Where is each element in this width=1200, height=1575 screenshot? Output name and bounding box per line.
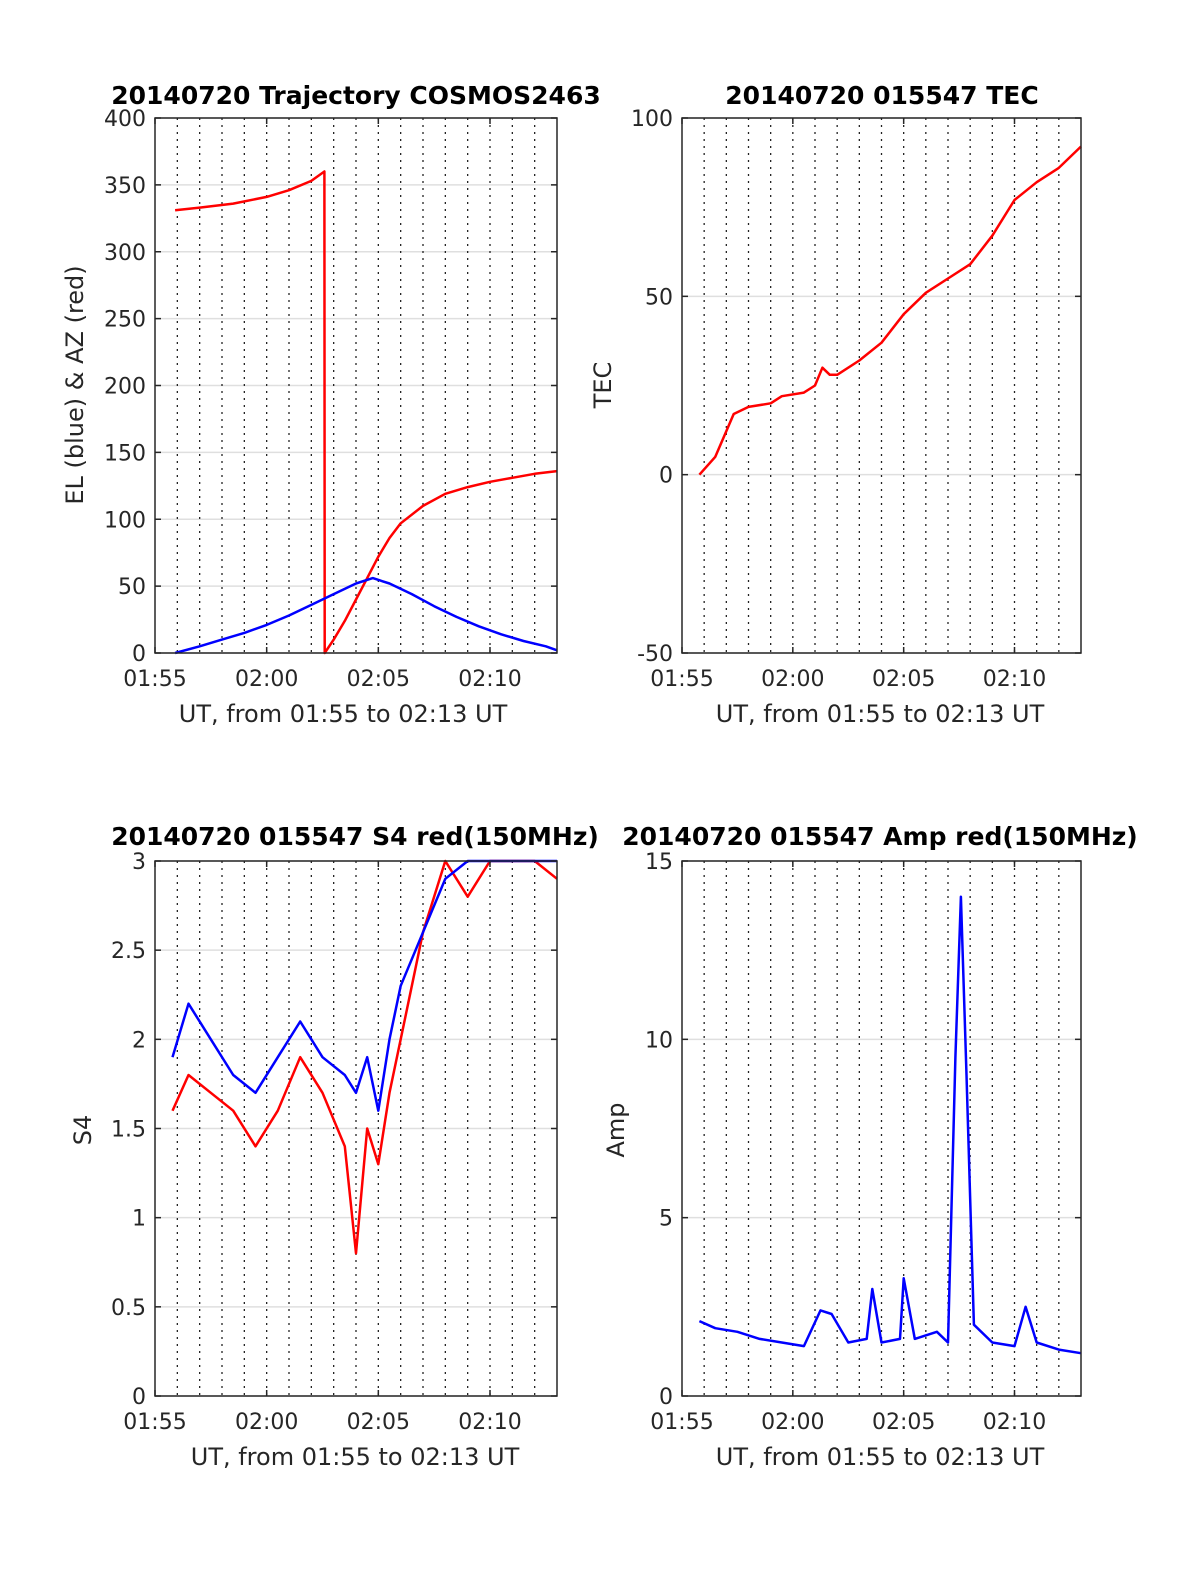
- s4-ytick-label: 3: [132, 850, 146, 875]
- tec-title: 20140720 015547 TEC: [725, 81, 1038, 110]
- amp-xlabel: UT, from 01:55 to 02:13 UT: [716, 1443, 1045, 1471]
- tec-ylabel: TEC: [589, 362, 617, 410]
- tec-ytick-label: -50: [637, 642, 673, 667]
- tec-ytick-label: 50: [645, 285, 673, 310]
- trajectory-ytick-label: 150: [104, 441, 146, 466]
- amp-ytick-label: 0: [659, 1385, 673, 1410]
- s4-ytick-label: 2: [132, 1028, 146, 1053]
- amp-axes-box: [681, 860, 1082, 1397]
- s4-xtick-label: 01:55: [123, 1410, 186, 1435]
- trajectory-ytick-label: 350: [104, 174, 146, 199]
- tec-xtick-label: 02:10: [983, 667, 1046, 692]
- amp-title: 20140720 015547 Amp red(150MHz): [622, 822, 1138, 851]
- trajectory-ytick-label: 300: [104, 241, 146, 266]
- s4-panel: 20140720 015547 S4 red(150MHz) UT, from …: [69, 822, 599, 1471]
- s4-xtick-label: 02:05: [347, 1410, 410, 1435]
- trajectory-xtick-label: 02:00: [235, 667, 298, 692]
- trajectory-panel: 20140720 Trajectory COSMOS2463 UT, from …: [61, 81, 601, 728]
- amp-ytick-label: 10: [645, 1028, 673, 1053]
- trajectory-xlabel: UT, from 01:55 to 02:13 UT: [179, 700, 508, 728]
- s4-ytick-label: 0: [132, 1385, 146, 1410]
- trajectory-xtick-label: 02:05: [347, 667, 410, 692]
- trajectory-title: 20140720 Trajectory COSMOS2463: [111, 81, 601, 110]
- s4-title: 20140720 015547 S4 red(150MHz): [111, 822, 599, 851]
- tec-xlabel: UT, from 01:55 to 02:13 UT: [716, 700, 1045, 728]
- trajectory-ytick-label: 250: [104, 308, 146, 333]
- s4-xlabel: UT, from 01:55 to 02:13 UT: [191, 1443, 520, 1471]
- trajectory-ytick-label: 200: [104, 375, 146, 400]
- amp-xtick-label: 02:05: [872, 1410, 935, 1435]
- amp-xtick-label: 02:10: [983, 1410, 1046, 1435]
- amp-xtick-label: 01:55: [650, 1410, 713, 1435]
- tec-series-0: [698, 145, 1082, 476]
- trajectory-ylabel: EL (blue) & AZ (red): [61, 265, 89, 504]
- s4-series-0: [171, 859, 558, 1255]
- trajectory-series-0: [174, 170, 558, 655]
- trajectory-ytick-label: 50: [118, 575, 146, 600]
- s4-ytick-label: 0.5: [111, 1296, 146, 1321]
- s4-xtick-label: 02:00: [235, 1410, 298, 1435]
- amp-ytick-label: 15: [645, 850, 673, 875]
- tec-xtick-label: 02:00: [761, 667, 824, 692]
- amp-series-0: [698, 895, 1082, 1355]
- trajectory-ytick-label: 0: [132, 642, 146, 667]
- trajectory-xtick-label: 01:55: [123, 667, 186, 692]
- s4-ytick-label: 2.5: [111, 939, 146, 964]
- tec-ytick-label: 100: [631, 107, 673, 132]
- tec-ytick-label: 0: [659, 464, 673, 489]
- tec-panel: 20140720 015547 TEC UT, from 01:55 to 02…: [589, 81, 1082, 728]
- s4-ytick-label: 1: [132, 1207, 146, 1232]
- amp-panel: 20140720 015547 Amp red(150MHz) UT, from…: [602, 822, 1138, 1471]
- trajectory-xtick-label: 02:10: [458, 667, 521, 692]
- s4-ylabel: S4: [69, 1115, 97, 1146]
- tec-xtick-label: 01:55: [650, 667, 713, 692]
- amp-ytick-label: 5: [659, 1207, 673, 1232]
- tec-xtick-label: 02:05: [872, 667, 935, 692]
- trajectory-ytick-label: 400: [104, 107, 146, 132]
- trajectory-series-1: [174, 576, 558, 655]
- trajectory-ytick-label: 100: [104, 508, 146, 533]
- s4-ytick-label: 1.5: [111, 1118, 146, 1143]
- amp-ylabel: Amp: [602, 1102, 630, 1157]
- amp-xtick-label: 02:00: [761, 1410, 824, 1435]
- s4-xtick-label: 02:10: [458, 1410, 521, 1435]
- tec-axes-box: [681, 117, 1082, 654]
